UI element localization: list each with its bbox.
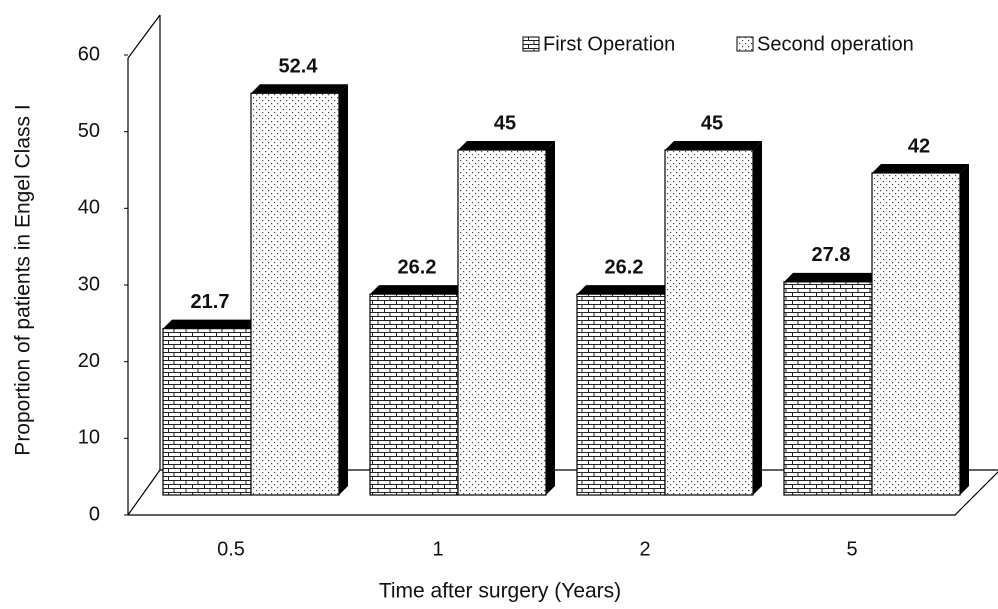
- legend-label: First Operation: [543, 33, 675, 55]
- bar: [369, 293, 459, 496]
- bar-top: [370, 285, 467, 295]
- bar-top: [251, 84, 348, 94]
- bar-side: [960, 164, 969, 495]
- bar: [250, 92, 340, 496]
- value-label: 52.4: [279, 56, 319, 78]
- y-tick-label: 10: [78, 427, 100, 449]
- y-tick-label: 30: [78, 273, 100, 295]
- bar-side: [546, 141, 555, 495]
- y-tick-label: 0: [89, 503, 100, 525]
- y-tick-label: 40: [78, 197, 100, 219]
- bar-side: [753, 141, 762, 495]
- value-label: 21.7: [191, 291, 230, 313]
- plot: 0 10 20 30 40 50 60 0.5 21.7 52.4 1 26.2 45 2 26.2 45 5 2…: [78, 33, 969, 560]
- y-tick-label: 50: [78, 120, 100, 142]
- bar-side: [339, 84, 348, 496]
- legend-label: Second operation: [757, 33, 914, 55]
- bar: [871, 172, 961, 496]
- bar-top: [458, 141, 555, 150]
- legend-swatch: [736, 36, 754, 52]
- bar-top: [577, 285, 674, 295]
- value-label: 45: [701, 112, 723, 134]
- value-label: 42: [908, 135, 930, 157]
- legend-swatch: [522, 36, 540, 52]
- bar: [664, 149, 754, 496]
- value-label: 45: [494, 112, 516, 134]
- x-tick-label: 2: [639, 538, 650, 560]
- bar-top: [163, 319, 260, 329]
- floor: [128, 471, 998, 516]
- floor-edge: [127, 469, 161, 516]
- bar-top: [872, 164, 969, 173]
- bar: [457, 149, 547, 496]
- bar-top: [665, 141, 762, 150]
- bar: [576, 293, 666, 496]
- y-tick-label: 20: [78, 350, 100, 372]
- bar: [783, 281, 873, 496]
- x-axis-title: Time after surgery (Years): [379, 580, 621, 603]
- value-label: 27.8: [812, 244, 851, 266]
- x-tick-label: 5: [846, 538, 857, 560]
- y-tick-label: 60: [78, 43, 100, 65]
- wall-edge: [127, 14, 161, 59]
- bar: [162, 328, 252, 496]
- value-label: 26.2: [605, 256, 644, 278]
- value-label: 26.2: [398, 256, 437, 278]
- bar-top: [784, 272, 881, 282]
- y-axis-title: Proportion of patients in Engel Class I: [12, 104, 35, 455]
- x-tick-label: 0.5: [217, 538, 245, 560]
- x-tick-label: 1: [432, 538, 443, 560]
